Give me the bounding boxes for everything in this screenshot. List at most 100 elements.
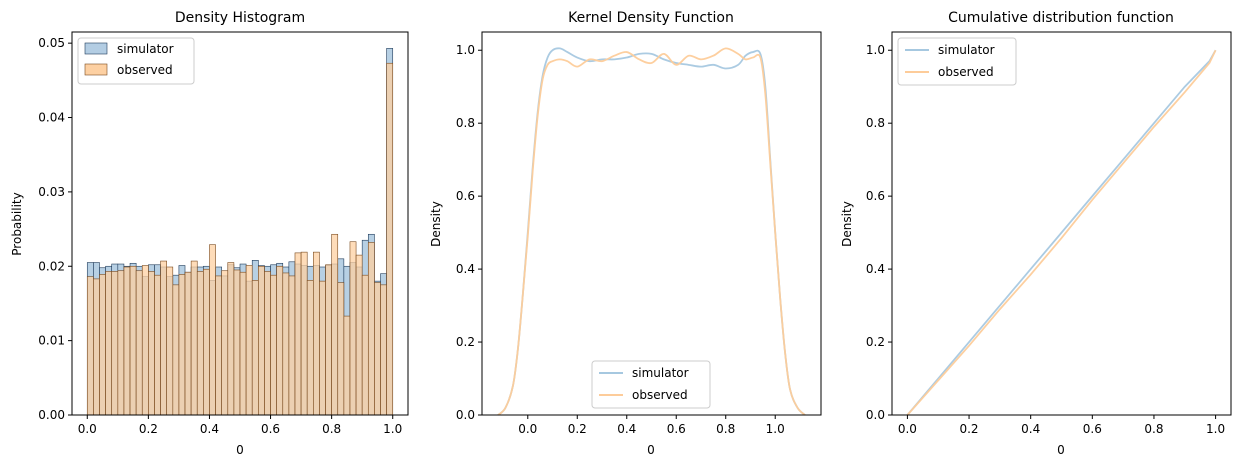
histogram-bar-observed xyxy=(313,251,320,416)
legend-label: simulator xyxy=(117,42,174,56)
histogram-bar-observed xyxy=(166,266,174,416)
histogram-bar-observed xyxy=(325,264,332,416)
legend-label: observed xyxy=(632,388,688,402)
x-tick-label: 0.4 xyxy=(200,422,219,436)
x-tick-label: 0.8 xyxy=(716,422,735,436)
chart-title: Density Histogram xyxy=(175,10,305,26)
histogram-bar-observed xyxy=(105,271,113,416)
y-tick-label: 0.0 xyxy=(866,408,885,422)
y-tick-label: 0.0 xyxy=(456,408,475,422)
y-axis-ticks: 0.00 0.01 0.02 0.03 0.04 0.05 xyxy=(38,36,72,422)
histogram-bar-observed xyxy=(331,233,339,416)
x-tick-label: 0.8 xyxy=(322,422,341,436)
panel-kernel-density: Kernel Density Function 0.0 0.2 0.4 0.6 0.8 1… xyxy=(429,10,822,457)
x-tick-label: 1.0 xyxy=(766,422,785,436)
y-tick-label: 0.05 xyxy=(38,36,65,50)
y-tick-label: 0.6 xyxy=(456,189,475,203)
histogram-bar-observed xyxy=(294,252,302,416)
legend: simulator observed xyxy=(591,360,711,409)
x-axis-label: 0 xyxy=(1057,443,1065,457)
histogram-bar-observed xyxy=(386,62,394,416)
histogram-bar-observed xyxy=(117,270,125,416)
chart-title: Kernel Density Function xyxy=(568,10,734,26)
x-tick-label: 0.2 xyxy=(568,422,587,436)
legend-label: simulator xyxy=(632,366,689,380)
panel-cdf: Cumulative distribution function 0.0 0.2 0… xyxy=(840,10,1232,457)
histogram-bar-observed xyxy=(276,265,284,416)
y-axis-ticks: 0.0 0.2 0.4 0.6 0.8 1.0 xyxy=(456,43,482,422)
histogram-bar-observed xyxy=(306,280,314,416)
axes-frame xyxy=(891,31,1232,416)
histogram-bar-observed xyxy=(239,271,247,416)
histogram-bar-observed xyxy=(300,251,308,416)
y-tick-label: 0.8 xyxy=(866,116,885,130)
histogram-bar-observed xyxy=(172,284,180,416)
histogram-bar-observed xyxy=(154,274,161,416)
histogram-bar-observed xyxy=(178,274,186,416)
plot-area xyxy=(906,49,1217,416)
x-axis-ticks: 0.0 0.2 0.4 0.6 0.8 1.0 xyxy=(898,415,1225,436)
y-axis-label: Density xyxy=(429,201,443,247)
histogram-bar-observed xyxy=(227,262,235,416)
series-line-simulator xyxy=(497,47,806,416)
y-tick-label: 1.0 xyxy=(866,43,885,57)
legend-label: simulator xyxy=(938,43,995,57)
legend-swatch xyxy=(84,63,108,76)
histogram-bar-observed xyxy=(148,271,155,416)
histogram-bar-observed xyxy=(337,282,345,416)
x-tick-label: 1.0 xyxy=(383,422,402,436)
histogram-bar-observed xyxy=(367,242,375,416)
histogram-bar-observed xyxy=(380,284,387,416)
axes-frame xyxy=(71,31,409,416)
axes-frame xyxy=(481,31,822,416)
plot-area xyxy=(497,47,806,416)
histogram-bar-observed xyxy=(184,271,192,416)
histogram-bar-observed xyxy=(196,271,204,416)
plot-area xyxy=(86,48,394,416)
x-axis-label: 0 xyxy=(647,443,655,457)
histogram-bar-observed xyxy=(349,241,357,416)
x-tick-label: 0.6 xyxy=(261,422,280,436)
histogram-bar-observed xyxy=(129,265,137,416)
histogram-bar-observed xyxy=(215,275,222,416)
histogram-bar-observed xyxy=(270,274,277,416)
legend: simulator observed xyxy=(897,37,1017,86)
x-tick-label: 0.2 xyxy=(959,422,978,436)
histogram-bar-observed xyxy=(86,276,94,416)
histogram-bar-observed xyxy=(233,269,241,416)
x-tick-label: 0.2 xyxy=(139,422,158,436)
x-tick-label: 0.8 xyxy=(1144,422,1163,436)
histogram-bar-observed xyxy=(123,266,131,416)
histogram-bar-observed xyxy=(355,254,363,416)
histogram-bar-observed xyxy=(209,244,216,416)
histogram-bar-observed xyxy=(160,260,167,416)
histogram-bar-observed xyxy=(93,278,100,416)
x-tick-label: 0.0 xyxy=(898,422,917,436)
histogram-bar-observed xyxy=(288,275,296,416)
x-tick-label: 0.0 xyxy=(518,422,537,436)
legend-swatch xyxy=(84,42,108,55)
x-axis-ticks: 0.0 0.2 0.4 0.6 0.8 1.0 xyxy=(78,415,402,436)
x-tick-label: 0.4 xyxy=(617,422,636,436)
histogram-bar-observed xyxy=(258,265,265,416)
y-tick-label: 0.02 xyxy=(38,259,65,273)
y-tick-label: 0.4 xyxy=(456,262,475,276)
histogram-bar-observed xyxy=(245,265,253,416)
series-line-simulator xyxy=(906,49,1217,416)
y-tick-label: 0.8 xyxy=(456,116,475,130)
y-tick-label: 0.2 xyxy=(866,335,885,349)
histogram-bar-observed xyxy=(374,282,381,416)
legend: simulator observed xyxy=(77,37,195,85)
y-tick-label: 0.03 xyxy=(38,185,65,199)
panel-density-histogram: Density Histogram 0.0 0.2 0.4 0.6 0.8 1.0 0.0… xyxy=(10,10,409,457)
histogram-bar-observed xyxy=(141,265,149,416)
legend-label: observed xyxy=(117,63,173,77)
y-tick-label: 0.6 xyxy=(866,189,885,203)
x-tick-label: 0.4 xyxy=(1021,422,1040,436)
histogram-bar-observed xyxy=(361,274,369,416)
histogram-bar-observed xyxy=(319,280,326,416)
chart-title: Cumulative distribution function xyxy=(948,10,1174,26)
histogram-bar-observed xyxy=(251,280,259,416)
x-tick-label: 0.6 xyxy=(1083,422,1102,436)
